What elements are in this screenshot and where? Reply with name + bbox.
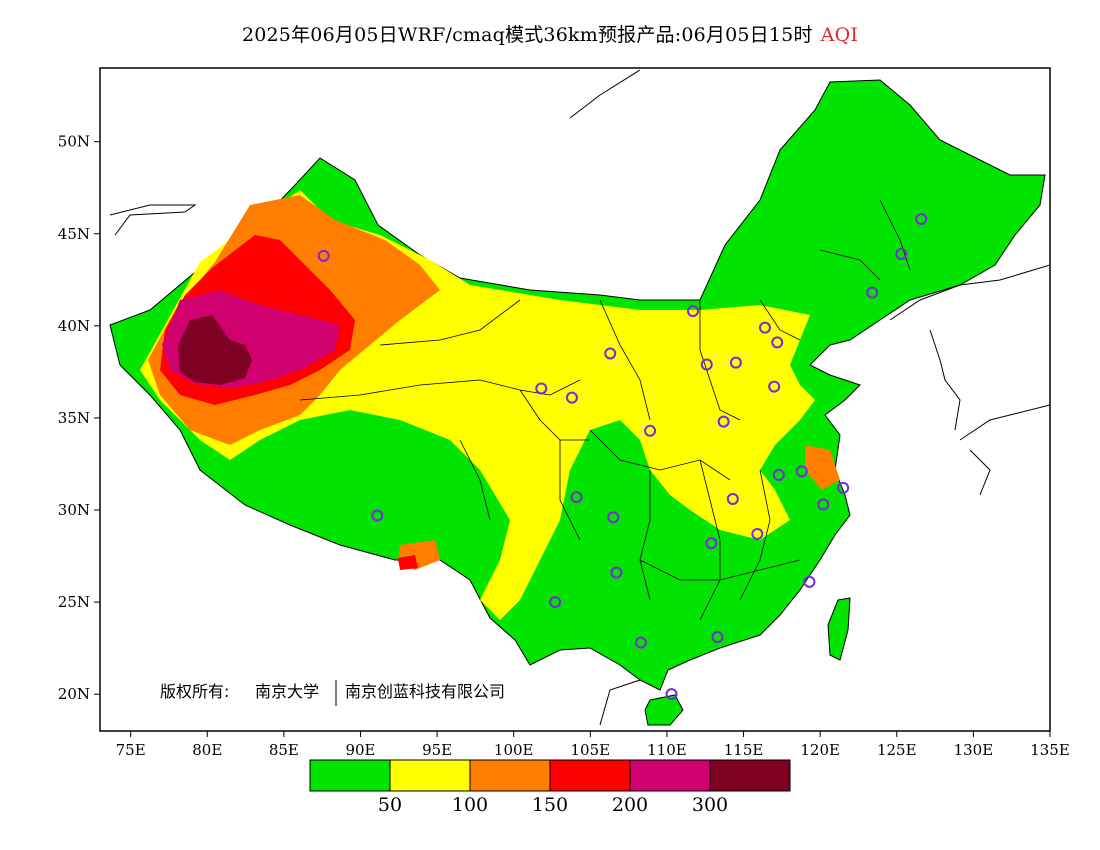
x-tick-label: 115E <box>724 741 764 759</box>
station-marker <box>665 688 678 701</box>
patch-yellow-north <box>690 320 790 440</box>
station-marker <box>644 424 657 437</box>
province-borders <box>299 199 911 621</box>
y-tick-label: 35N <box>58 409 90 427</box>
y-tick-label: 50N <box>58 133 90 151</box>
station-marker <box>371 509 384 522</box>
station-marker <box>771 336 784 349</box>
station-marker <box>705 537 718 550</box>
station-marker <box>610 566 623 579</box>
station-marker <box>726 492 739 505</box>
stations-layer <box>317 213 928 701</box>
y-tick-label: 20N <box>58 685 90 703</box>
map-title: 2025年06月05日WRF/cmaq模式36km预报产品:06月05日15时 A… <box>0 20 1100 47</box>
station-marker <box>837 481 850 494</box>
x-tick-label: 105E <box>571 741 611 759</box>
station-marker <box>759 321 771 334</box>
legend-swatch <box>389 759 471 792</box>
station-marker <box>795 465 808 478</box>
coastline-lines <box>109 69 1050 726</box>
station-marker <box>915 213 928 226</box>
aqi-legend: 50 100 150 200 300 <box>309 759 791 816</box>
legend-threshold-label: 100 <box>452 794 488 816</box>
station-marker <box>317 249 330 262</box>
station-marker <box>895 248 908 261</box>
x-tick-label: 80E <box>192 741 222 759</box>
x-tick-label: 110E <box>647 741 687 759</box>
y-tick-label: 40N <box>58 317 90 335</box>
y-tick-label: 25N <box>58 593 90 611</box>
region-maroon <box>178 315 252 385</box>
station-marker <box>686 305 699 318</box>
station-marker <box>751 527 764 540</box>
legend-threshold-label: 200 <box>612 794 648 816</box>
legend-swatch <box>549 759 631 792</box>
title-variable: AQI <box>820 24 859 46</box>
station-marker <box>535 382 548 395</box>
x-tick-label: 85E <box>269 741 299 759</box>
station-marker <box>604 347 617 360</box>
x-tick-label: 130E <box>954 741 994 759</box>
map-content: 版权所有: 南京大学 南京创蓝科技有限公司 <box>109 69 1050 726</box>
x-tick-label: 100E <box>494 741 534 759</box>
station-marker <box>711 631 724 644</box>
legend-threshold-label: 300 <box>692 794 728 816</box>
patch-red-sw <box>398 555 418 570</box>
hainan <box>644 694 684 726</box>
title-text: 2025年06月05日WRF/cmaq模式36km预报产品:06月05日15时 <box>241 24 813 46</box>
x-tick-label: 90E <box>345 741 375 759</box>
station-marker <box>803 575 816 588</box>
station-marker <box>700 358 713 371</box>
station-marker <box>772 469 785 482</box>
station-marker <box>817 498 830 511</box>
legend-swatch <box>309 759 391 792</box>
y-tick-label: 45N <box>58 225 90 243</box>
x-tick-label: 95E <box>422 741 452 759</box>
station-marker <box>729 356 742 369</box>
legend-swatch <box>629 759 711 792</box>
copyright-label: 版权所有: <box>160 682 229 701</box>
station-marker <box>717 415 730 428</box>
patch-orange-east <box>805 445 840 490</box>
station-marker <box>565 391 578 404</box>
copyright-org2: 南京创蓝科技有限公司 <box>345 682 505 701</box>
x-tick-label: 120E <box>800 741 840 759</box>
legend-swatch <box>709 759 791 792</box>
station-marker <box>866 286 879 299</box>
x-axis-ticks: 75E 80E 85E 90E 95E 100E 105E 110E 115E 120E 125E 1… <box>116 731 1070 759</box>
x-tick-label: 135E <box>1030 741 1070 759</box>
taiwan <box>827 597 851 661</box>
legend-swatch <box>469 759 551 792</box>
station-marker <box>768 380 781 393</box>
legend-threshold-label: 50 <box>378 794 402 816</box>
y-tick-label: 30N <box>58 501 90 519</box>
station-marker <box>607 511 620 524</box>
x-tick-label: 75E <box>116 741 146 759</box>
legend-threshold-label: 150 <box>532 794 568 816</box>
station-marker <box>570 491 583 504</box>
station-marker <box>549 596 562 609</box>
copyright-org1: 南京大学 <box>255 682 319 701</box>
x-tick-label: 125E <box>877 741 917 759</box>
station-marker <box>634 636 647 649</box>
y-axis-ticks: 50N 45N 40N 35N 30N 25N 20N <box>58 133 100 703</box>
map-frame <box>99 67 1051 732</box>
